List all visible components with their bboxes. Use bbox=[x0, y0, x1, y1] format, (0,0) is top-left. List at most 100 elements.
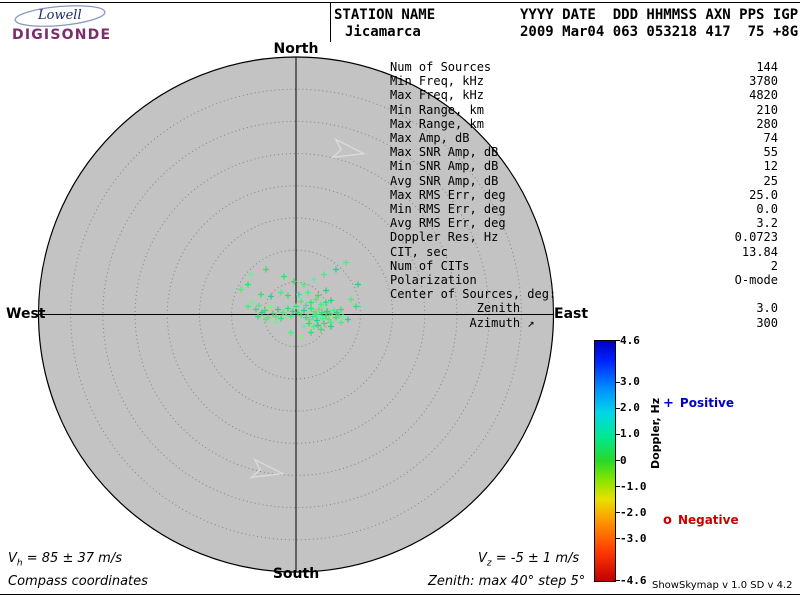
param-value: 13.84 bbox=[741, 244, 778, 259]
source-point bbox=[283, 312, 289, 319]
source-point bbox=[298, 298, 304, 305]
source-point bbox=[285, 292, 291, 299]
colorbar-tick-label: 4.6 bbox=[620, 333, 640, 347]
compass-east-label: East bbox=[554, 306, 589, 322]
source-point bbox=[255, 313, 261, 320]
param-label: Num of CITs bbox=[390, 258, 470, 273]
top-border-line bbox=[0, 2, 800, 3]
colorbar-tick-mark bbox=[616, 580, 620, 581]
source-point bbox=[249, 299, 255, 306]
param-label: Polarization bbox=[390, 273, 477, 288]
station-name-label: STATION NAME bbox=[334, 7, 436, 23]
param-label: Min Range, km bbox=[390, 102, 484, 117]
compass-south-label: South bbox=[272, 566, 320, 582]
source-point bbox=[288, 313, 294, 320]
header-values-row: Jicamarca 2009 Mar04 063 053218 417 75 +8… bbox=[334, 24, 798, 41]
param-label: CIT, sec bbox=[390, 244, 448, 259]
positive-label: Positive bbox=[679, 396, 735, 410]
param-value: 2 bbox=[770, 258, 778, 273]
source-point bbox=[305, 310, 311, 317]
param-value: 3780 bbox=[749, 74, 778, 89]
source-point bbox=[248, 271, 254, 278]
source-point bbox=[288, 329, 294, 336]
param-label: Max Freq, kHz bbox=[390, 88, 484, 103]
source-point bbox=[333, 266, 339, 273]
source-point bbox=[323, 299, 329, 306]
source-point bbox=[303, 314, 309, 321]
negative-circle-icon: o bbox=[663, 513, 672, 528]
param-value: 210 bbox=[756, 102, 778, 117]
source-point bbox=[259, 309, 265, 316]
source-point bbox=[320, 315, 326, 322]
param-value: 280 bbox=[756, 116, 778, 131]
colorbar-tick-label: 3.0 bbox=[620, 375, 640, 389]
source-point bbox=[336, 312, 342, 319]
param-row: Max SNR Amp, dB 55 bbox=[390, 145, 778, 159]
legend-negative: o Negative bbox=[663, 513, 739, 528]
source-point bbox=[258, 291, 264, 298]
vh-text: = 85 ± 37 m/s bbox=[22, 551, 122, 566]
source-point bbox=[245, 303, 251, 310]
param-value: 0.0 bbox=[756, 202, 778, 217]
source-point bbox=[306, 320, 312, 327]
param-label: Azimuth ↗ bbox=[390, 315, 535, 330]
source-point bbox=[321, 320, 327, 327]
source-point bbox=[301, 281, 307, 288]
station-name-value: Jicamarca bbox=[345, 24, 421, 40]
source-point bbox=[308, 299, 314, 306]
colorbar-tick-mark bbox=[616, 381, 620, 383]
source-point bbox=[290, 308, 296, 315]
param-label: Doppler Res, Hz bbox=[390, 230, 499, 245]
source-point bbox=[311, 323, 317, 330]
header-labels-row: STATION NAME YYYY DATE DDD HHMMSS AXN PPS… bbox=[334, 7, 798, 24]
direction-arrow-icon bbox=[249, 457, 286, 479]
param-value: 0.0723 bbox=[734, 230, 778, 245]
source-point bbox=[273, 313, 279, 320]
source-point bbox=[270, 310, 276, 317]
logo-swoosh-icon bbox=[14, 5, 106, 27]
source-point bbox=[256, 302, 262, 309]
source-point bbox=[340, 313, 346, 320]
source-point bbox=[263, 266, 269, 273]
param-value: 3.2 bbox=[756, 216, 778, 231]
colorbar-tick-label: -4.6 bbox=[620, 573, 647, 587]
source-point bbox=[313, 296, 319, 303]
param-value: 3.0 bbox=[756, 301, 778, 316]
logo-digisonde-text: DIGISONDE bbox=[12, 27, 112, 43]
param-label: Max SNR Amp, dB bbox=[390, 145, 499, 160]
source-point bbox=[278, 315, 284, 322]
lowell-digisonde-logo: Lowell DIGISONDE bbox=[8, 4, 120, 48]
colorbar-tick-label: -3.0 bbox=[620, 531, 647, 545]
vz-symbol: V bbox=[478, 551, 487, 566]
param-value: 4820 bbox=[749, 88, 778, 103]
source-point bbox=[329, 313, 335, 320]
station-header: STATION NAME YYYY DATE DDD HHMMSS AXN PPS… bbox=[334, 7, 798, 41]
param-row: Azimuth ↗ 300 bbox=[390, 316, 778, 330]
colorbar-tick-label: 1.0 bbox=[620, 427, 640, 441]
bottom-border-line bbox=[0, 594, 800, 595]
source-point bbox=[355, 281, 361, 288]
source-point bbox=[298, 312, 304, 319]
param-label: Zenith bbox=[390, 301, 521, 316]
param-label: Avg SNR Amp, dB bbox=[390, 173, 499, 188]
source-point bbox=[323, 287, 329, 294]
source-point bbox=[303, 302, 309, 309]
param-label: Max Amp, dB bbox=[390, 131, 470, 146]
source-point bbox=[318, 301, 324, 308]
param-row: Doppler Res, Hz 0.0723 bbox=[390, 230, 778, 244]
source-point bbox=[345, 316, 351, 323]
colorbar-tick-label: 0 bbox=[620, 453, 627, 467]
vertical-velocity-value: Vz = -5 ± 1 m/s bbox=[478, 551, 579, 569]
param-value: 12 bbox=[763, 159, 778, 174]
doppler-colorbar bbox=[594, 340, 616, 582]
source-point bbox=[338, 319, 344, 326]
source-point bbox=[245, 281, 251, 288]
source-point bbox=[353, 303, 359, 310]
vz-text: = -5 ± 1 m/s bbox=[491, 551, 580, 566]
param-row: Max RMS Err, deg 25.0 bbox=[390, 188, 778, 202]
param-row: Center of Sources, deg: bbox=[390, 287, 778, 301]
legend-positive: + Positive bbox=[663, 396, 734, 411]
vh-symbol: V bbox=[8, 551, 17, 566]
source-point bbox=[343, 259, 349, 266]
param-row: Polarization O-mode bbox=[390, 273, 778, 287]
